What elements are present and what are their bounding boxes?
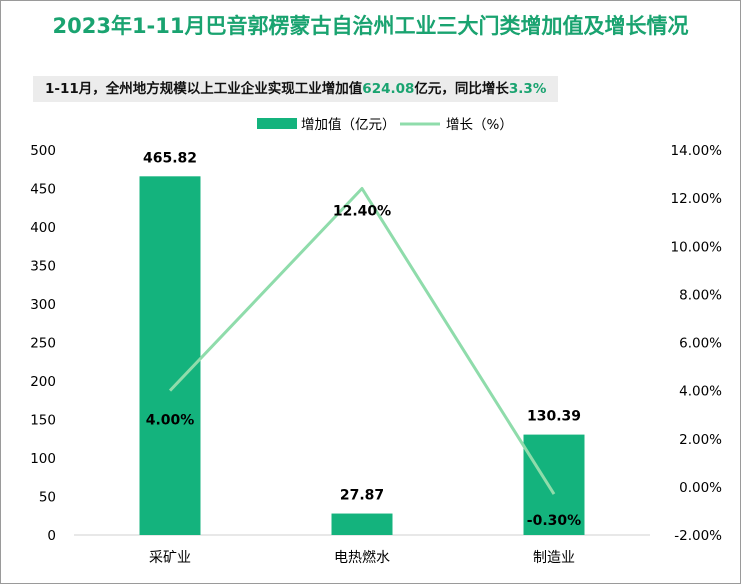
bar (139, 176, 201, 535)
right-tick-label: 10.00% (671, 239, 723, 255)
summary-value-total: 624.08 (362, 81, 415, 97)
right-tick-label: 4.00% (679, 384, 722, 400)
summary-value-growth: 3.3% (508, 81, 547, 97)
bar-data-label: 130.39 (527, 409, 581, 425)
line-data-label: 4.00% (146, 413, 195, 429)
line-data-label: 12.40% (333, 204, 391, 220)
category-axis: 采矿业 电热燃水 制造业 (149, 549, 575, 566)
line-series (168, 187, 556, 495)
right-tick-label: 12.00% (671, 191, 723, 207)
chart-title: 2023年1-11月巴音郭楞蒙古自治州工业三大门类增加值及增长情况 (52, 14, 689, 38)
category-label: 采矿业 (149, 550, 191, 566)
left-tick-label: 250 (30, 336, 56, 352)
summary-box: 1-11月，全州地方规模以上工业企业实现工业增加值624.08亿元，同比增长3.… (33, 76, 559, 102)
left-tick-label: 200 (30, 374, 56, 390)
line-path (168, 187, 556, 495)
legend-label-line: 增长（%） (446, 117, 513, 133)
line-data-label: -0.30% (527, 513, 581, 529)
category-label: 电热燃水 (334, 549, 390, 566)
right-tick-label: 14.00% (671, 143, 723, 159)
bar (523, 434, 585, 535)
right-tick-label: -2.00% (674, 528, 722, 544)
left-axis: 0 50 100 150 200 250 300 350 400 450 500 (30, 143, 56, 544)
right-axis: -2.00% 0.00% 2.00% 4.00% 6.00% 8.00% 10.00% 12.… (671, 143, 723, 544)
bar-labels: 465.82 27.87 130.39 (143, 150, 581, 503)
bar-data-label: 465.82 (143, 150, 197, 166)
summary-prefix: 1-11月，全州地方规模以上工业企业实现工业增加值 (45, 81, 363, 97)
left-tick-label: 500 (30, 143, 56, 159)
legend: 增加值（亿元） 增长（%） (257, 117, 513, 133)
summary-mid: 亿元，同比增长 (414, 81, 509, 97)
left-tick-label: 150 (30, 413, 56, 429)
bar (331, 513, 393, 535)
bar-data-label: 27.87 (340, 488, 384, 504)
right-tick-label: 0.00% (679, 480, 722, 496)
left-tick-label: 50 (39, 490, 56, 506)
left-tick-label: 350 (30, 259, 56, 275)
bar-series (139, 176, 585, 535)
legend-swatch-bar (257, 118, 297, 129)
left-tick-label: 450 (30, 182, 56, 198)
right-tick-label: 8.00% (679, 287, 722, 303)
left-tick-label: 300 (30, 297, 56, 313)
legend-label-bar: 增加值（亿元） (301, 117, 396, 133)
line-labels: 4.00% 12.40% -0.30% (146, 204, 581, 530)
right-tick-label: 6.00% (679, 336, 722, 352)
right-tick-label: 2.00% (679, 432, 722, 448)
left-tick-label: 400 (30, 220, 56, 236)
left-tick-label: 100 (30, 451, 56, 467)
left-tick-label: 0 (47, 528, 56, 544)
category-label: 制造业 (533, 550, 575, 566)
